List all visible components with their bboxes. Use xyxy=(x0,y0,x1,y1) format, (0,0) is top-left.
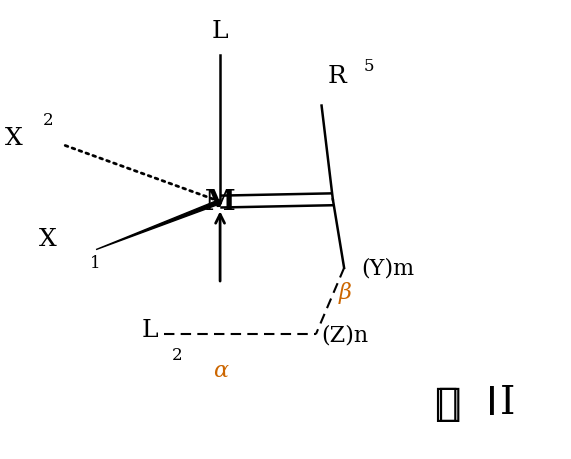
Text: 式: 式 xyxy=(434,384,457,422)
Text: R: R xyxy=(327,65,346,88)
Text: α: α xyxy=(212,359,228,381)
Text: X: X xyxy=(5,127,23,150)
Polygon shape xyxy=(96,200,221,250)
Text: 2: 2 xyxy=(42,112,53,129)
Text: M: M xyxy=(205,189,235,216)
Text: 1: 1 xyxy=(90,255,101,272)
Text: L: L xyxy=(212,19,228,42)
Text: (Z)n: (Z)n xyxy=(321,324,369,346)
Text: 5: 5 xyxy=(364,57,375,74)
Text: L: L xyxy=(142,319,158,341)
Text: 2: 2 xyxy=(172,346,183,363)
Text: I: I xyxy=(500,384,515,421)
Text: (Y)m: (Y)m xyxy=(361,257,414,279)
Text: X: X xyxy=(39,227,57,250)
Text: β: β xyxy=(339,281,351,303)
Text: 式  I: 式 I xyxy=(439,384,498,422)
